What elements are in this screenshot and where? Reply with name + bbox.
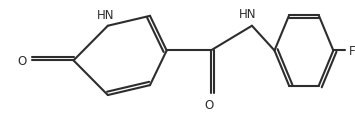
Text: HN: HN	[97, 9, 114, 22]
Text: O: O	[17, 54, 27, 67]
Text: F: F	[349, 45, 355, 57]
Text: HN: HN	[239, 8, 256, 21]
Text: O: O	[204, 98, 213, 111]
